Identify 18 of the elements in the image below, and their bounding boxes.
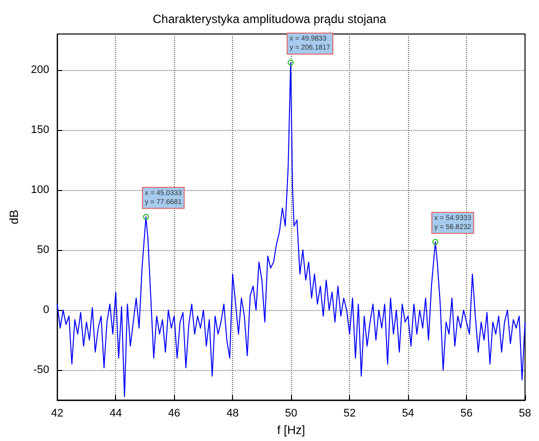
x-tick-label: 44: [110, 408, 122, 420]
x-axis-title: f [Hz]: [277, 423, 306, 437]
y-tick-label: 50: [37, 244, 50, 256]
y-tick-label: 100: [30, 184, 50, 196]
x-tick-label: 48: [226, 408, 239, 420]
x-tick-label: 52: [343, 408, 356, 420]
x-tick-label: 56: [460, 408, 473, 420]
y-tick-label: -50: [33, 364, 50, 376]
chart-title: Charakterystyka amplitudowa prądu stojana: [152, 12, 387, 26]
y-tick-label: 0: [43, 304, 50, 316]
y-tick-label: 200: [30, 64, 50, 76]
x-tick-label: 42: [51, 408, 64, 420]
y-tick-label: 150: [30, 124, 50, 136]
y-axis-title: dB: [7, 210, 21, 224]
x-tick-label: 46: [168, 408, 180, 420]
x-tick-label: 58: [518, 408, 532, 420]
x-tick-label: 50: [285, 408, 298, 420]
x-tick-label: 54: [402, 408, 414, 420]
